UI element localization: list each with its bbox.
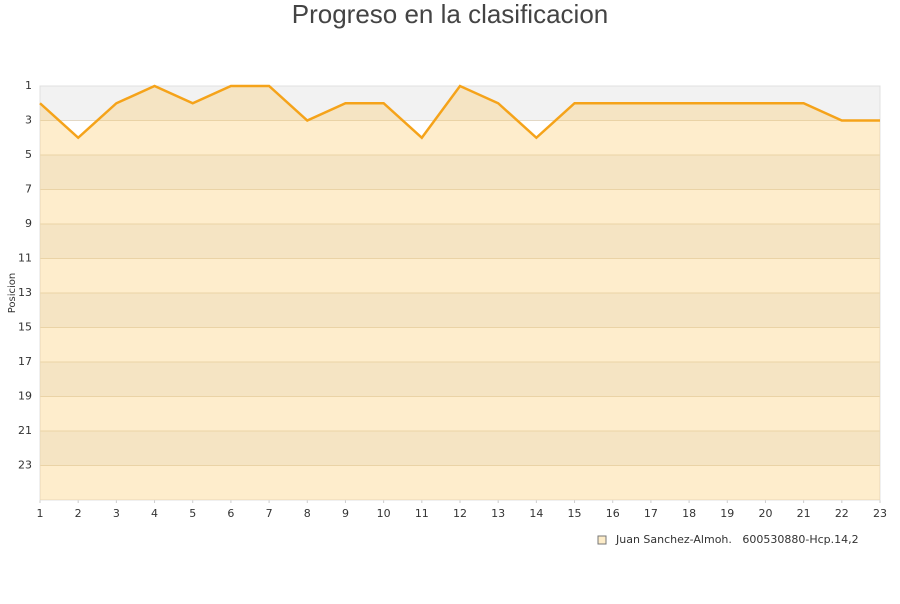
x-tick-label: 9 xyxy=(342,507,349,520)
x-tick-label: 3 xyxy=(113,507,120,520)
legend-swatch xyxy=(597,535,607,545)
grid-band xyxy=(40,155,880,190)
y-tick-label: 9 xyxy=(25,217,32,230)
x-tick-label: 17 xyxy=(644,507,658,520)
x-tick-label: 19 xyxy=(720,507,734,520)
x-tick-label: 23 xyxy=(873,507,887,520)
x-tick-label: 21 xyxy=(797,507,811,520)
line xyxy=(39,84,880,140)
x-tick-label: 7 xyxy=(266,507,273,520)
x-tick-label: 12 xyxy=(453,507,467,520)
y-tick-label: 3 xyxy=(25,114,32,127)
x-tick-label: 8 xyxy=(304,507,311,520)
y-tick-label: 7 xyxy=(25,183,32,196)
x-tick-label: 14 xyxy=(529,507,543,520)
x-tick-label: 4 xyxy=(151,507,158,520)
y-tick-label: 11 xyxy=(18,252,32,265)
x-tick-label: 18 xyxy=(682,507,696,520)
area-fill xyxy=(40,86,880,500)
grid-band xyxy=(40,431,880,466)
x-tick-label: 2 xyxy=(75,507,82,520)
grid-band xyxy=(40,224,880,259)
y-tick-label: 13 xyxy=(18,286,32,299)
x-tick-label: 20 xyxy=(758,507,772,520)
y-tick-label: 23 xyxy=(18,459,32,472)
y-tick-label: 5 xyxy=(25,148,32,161)
y-tick-label: 19 xyxy=(18,390,32,403)
x-tick-label: 11 xyxy=(415,507,429,520)
y-tick-label: 21 xyxy=(18,424,32,437)
x-tick-label: 6 xyxy=(227,507,234,520)
y-axis-label: Posicion xyxy=(7,273,18,314)
y-tick-label: 1 xyxy=(25,79,32,92)
x-tick-label: 15 xyxy=(568,507,582,520)
y-tick-label: 15 xyxy=(18,321,32,334)
grid-band xyxy=(40,362,880,397)
x-tick-label: 13 xyxy=(491,507,505,520)
legend-label: Juan Sanchez-Almoh. 600530880-Hcp.14,2 xyxy=(615,533,859,546)
x-tick-label: 22 xyxy=(835,507,849,520)
x-tick-label: 1 xyxy=(37,507,44,520)
grid-band xyxy=(40,293,880,328)
x-tick-label: 10 xyxy=(377,507,391,520)
x-tick-label: 16 xyxy=(606,507,620,520)
y-tick-label: 17 xyxy=(18,355,32,368)
chart-title: Progreso en la clasificacion xyxy=(292,0,609,29)
x-tick-label: 5 xyxy=(189,507,196,520)
